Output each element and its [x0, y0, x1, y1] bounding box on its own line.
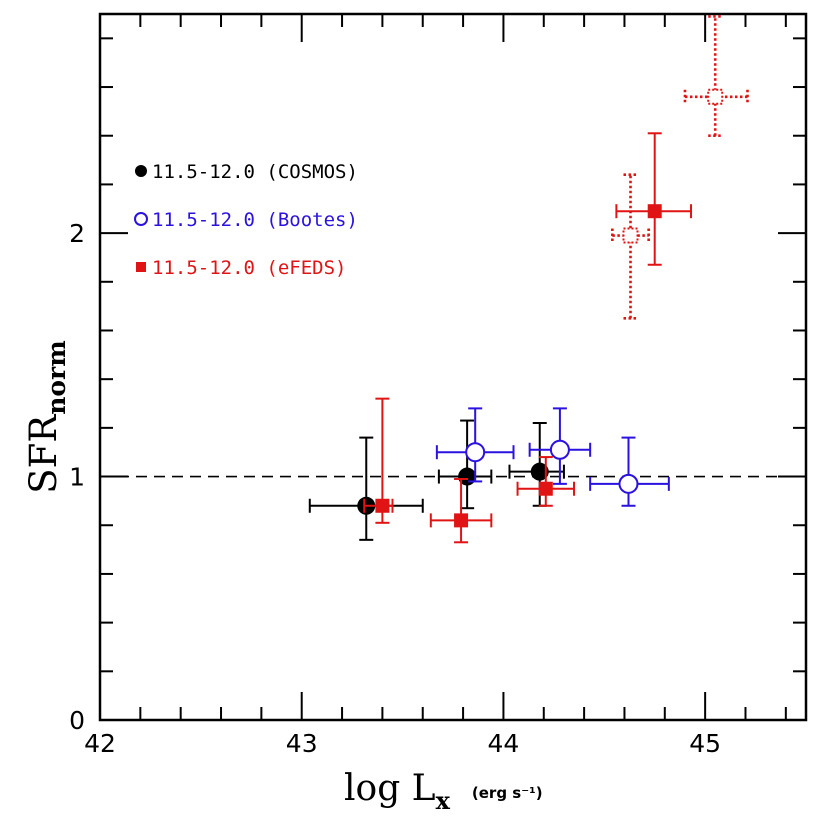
y-tick-label: 1 — [69, 463, 85, 492]
legend-label: 11.5-12.0 (COSMOS) — [152, 161, 358, 183]
x-axis-title-unit: (erg s⁻¹) — [472, 784, 543, 802]
point-marker — [454, 513, 469, 528]
point-marker — [538, 481, 553, 496]
data-point — [429, 477, 493, 544]
plot-area — [98, 12, 808, 722]
data-point — [516, 456, 576, 507]
point-marker — [549, 439, 570, 460]
legend-label: 11.5-12.0 (eFEDS) — [152, 257, 346, 279]
x-axis-title-sub: x — [436, 786, 451, 815]
y-axis-title-sub: norm — [42, 340, 71, 414]
x-axis-title: log Lx (erg s⁻¹) — [344, 768, 543, 815]
point-marker — [465, 442, 486, 463]
point-marker — [707, 88, 724, 105]
point-marker — [375, 498, 390, 513]
x-tick-label: 43 — [286, 729, 318, 758]
data-point — [611, 173, 650, 320]
data-point — [683, 15, 749, 138]
x-tick-label: 45 — [689, 729, 721, 758]
legend-label: 11.5-12.0 (Bootes) — [152, 209, 358, 231]
data-point — [615, 132, 693, 266]
y-axis-title-main: SFR — [22, 414, 65, 494]
point-marker — [530, 462, 549, 481]
legend-marker — [134, 212, 148, 226]
y-tick-label: 0 — [69, 706, 85, 735]
y-tick-label: 2 — [69, 219, 85, 248]
y-axis-title: SFRnorm — [22, 340, 71, 493]
point-marker — [618, 473, 639, 494]
legend-marker — [136, 262, 146, 272]
x-tick-label: 42 — [84, 729, 116, 758]
point-marker — [647, 204, 662, 219]
data-point — [508, 421, 565, 507]
point-marker — [622, 227, 639, 244]
legend-marker — [135, 165, 147, 177]
x-tick-label: 44 — [488, 729, 520, 758]
data-point — [589, 436, 670, 507]
data-point — [435, 407, 515, 483]
x-axis-title-main: log L — [344, 768, 436, 809]
data-point — [363, 397, 394, 524]
data-point — [528, 407, 592, 485]
